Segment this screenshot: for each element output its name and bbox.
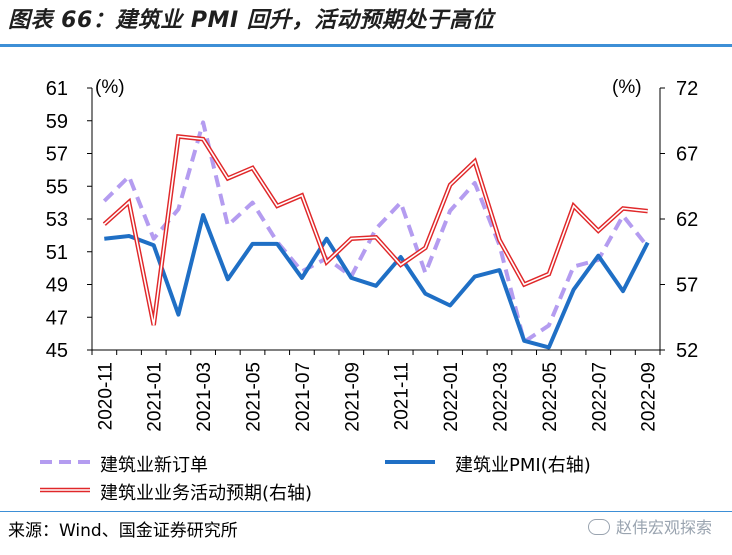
left-tick-label: 49 xyxy=(46,275,68,297)
x-tick-label: 2020-11 xyxy=(95,362,116,430)
x-tick-label: 2021-01 xyxy=(145,362,166,432)
right-tick-label: 57 xyxy=(676,275,698,297)
left-tick-label: 51 xyxy=(46,242,68,264)
x-tick-label: 2022-09 xyxy=(639,362,660,432)
right-tick-label: 62 xyxy=(676,209,698,231)
x-tick-label: 2021-11 xyxy=(392,362,413,430)
left-tick-label: 55 xyxy=(46,176,68,198)
left-axis-unit: (%) xyxy=(95,77,125,98)
legend-pmi-label: 建筑业PMI(右轴) xyxy=(455,455,591,476)
left-tick-label: 57 xyxy=(46,144,68,166)
right-axis-unit: (%) xyxy=(612,77,642,98)
x-tick-label: 2021-05 xyxy=(244,362,265,432)
left-tick-label: 61 xyxy=(46,78,68,100)
x-tick-label: 2021-03 xyxy=(194,362,215,432)
left-tick-label: 45 xyxy=(46,340,68,362)
watermark-text: 赵伟宏观探索 xyxy=(615,518,712,537)
chart-legend: 建筑业新订单 建筑业PMI(右轴) 建筑业业务活动预期(右轴) xyxy=(40,455,591,504)
chart-axes: 45 47 49 51 53 55 57 59 61 (%) 52 57 62 67 72 (%) 2020-1… xyxy=(46,77,699,432)
series-line-expectations-inner xyxy=(103,135,648,326)
chart-svg: 45 47 49 51 53 55 57 59 61 (%) 52 57 62 67 72 (%) 2020-1… xyxy=(40,77,699,504)
chart-series xyxy=(102,120,650,350)
series-line-expectations xyxy=(102,134,648,326)
series-line-pmi xyxy=(104,213,650,350)
legend-new-orders-label: 建筑业新订单 xyxy=(100,455,208,476)
legend-expectations-label: 建筑业业务活动预期(右轴) xyxy=(100,483,312,504)
source-note: 来源：Wind、国金证券研究所 xyxy=(8,521,238,541)
x-tick-label: 2022-01 xyxy=(441,362,462,432)
wechat-icon xyxy=(587,519,610,535)
left-tick-label: 53 xyxy=(46,209,68,231)
title-divider xyxy=(0,44,732,47)
right-tick-label: 72 xyxy=(676,78,698,100)
series-line-new-orders xyxy=(102,120,650,344)
footer-divider xyxy=(0,511,732,512)
x-tick-label: 2022-07 xyxy=(589,362,610,432)
left-tick-label: 47 xyxy=(46,307,68,329)
watermark: 赵伟宏观探索 xyxy=(587,514,712,538)
right-tick-label: 67 xyxy=(676,144,698,166)
chart-title: 图表 66：建筑业 PMI 回升，活动预期处于高位 xyxy=(8,8,495,33)
x-tick-label: 2021-09 xyxy=(342,362,363,432)
x-tick-label: 2021-07 xyxy=(293,362,314,432)
left-tick-label: 59 xyxy=(46,111,68,133)
right-tick-label: 52 xyxy=(676,340,698,362)
x-tick-label: 2022-03 xyxy=(490,362,511,432)
x-tick-label: 2022-05 xyxy=(540,362,561,432)
